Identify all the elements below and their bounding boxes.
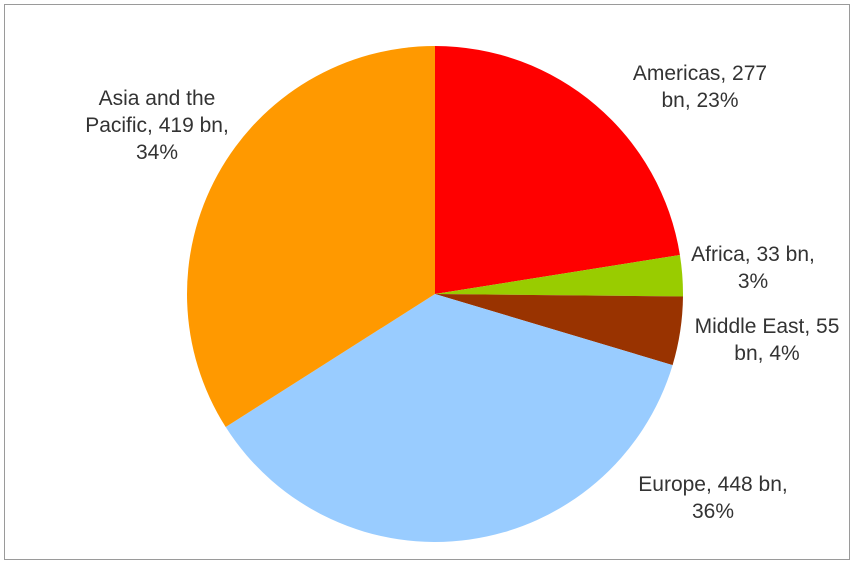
data-label-africa: Africa, 33 bn, 3% [691, 243, 815, 293]
pie-slice-africa [435, 254, 684, 297]
data-label-line: 34% [136, 141, 178, 164]
pie-slice-asia-and-the-pacific [187, 46, 435, 428]
pie-chart: Americas, 277 bn, 23% Africa, 33 bn, 3% Midd… [85, 46, 839, 542]
pie-slices [187, 46, 684, 542]
data-label-line: Africa, 33 bn, [691, 243, 815, 266]
data-label-americas: Americas, 277 bn, 23% [633, 62, 767, 112]
data-label-line: bn, 23% [661, 89, 738, 112]
pie-slice-europe [225, 294, 673, 542]
data-label-line: Middle East, 55 [695, 315, 840, 338]
data-label-line: bn, 4% [734, 342, 799, 365]
data-label-europe: Europe, 448 bn, 36% [638, 473, 787, 523]
pie-slice-americas [435, 46, 680, 294]
data-label-line: Pacific, 419 bn, [85, 114, 229, 137]
data-label-line: 3% [738, 270, 768, 293]
data-label-line: Americas, 277 [633, 62, 767, 85]
data-label-line: Asia and the [99, 87, 216, 110]
chart-frame: Americas, 277 bn, 23% Africa, 33 bn, 3% Midd… [4, 4, 850, 560]
pie-labels: Americas, 277 bn, 23% Africa, 33 bn, 3% Midd… [85, 62, 839, 523]
data-label-asia-and-the-pacific: Asia and the Pacific, 419 bn, 34% [85, 87, 229, 164]
pie-slice-middle-east [435, 294, 683, 366]
data-label-middle-east: Middle East, 55 bn, 4% [695, 315, 840, 365]
data-label-line: 36% [692, 500, 734, 523]
data-label-line: Europe, 448 bn, [638, 473, 787, 496]
